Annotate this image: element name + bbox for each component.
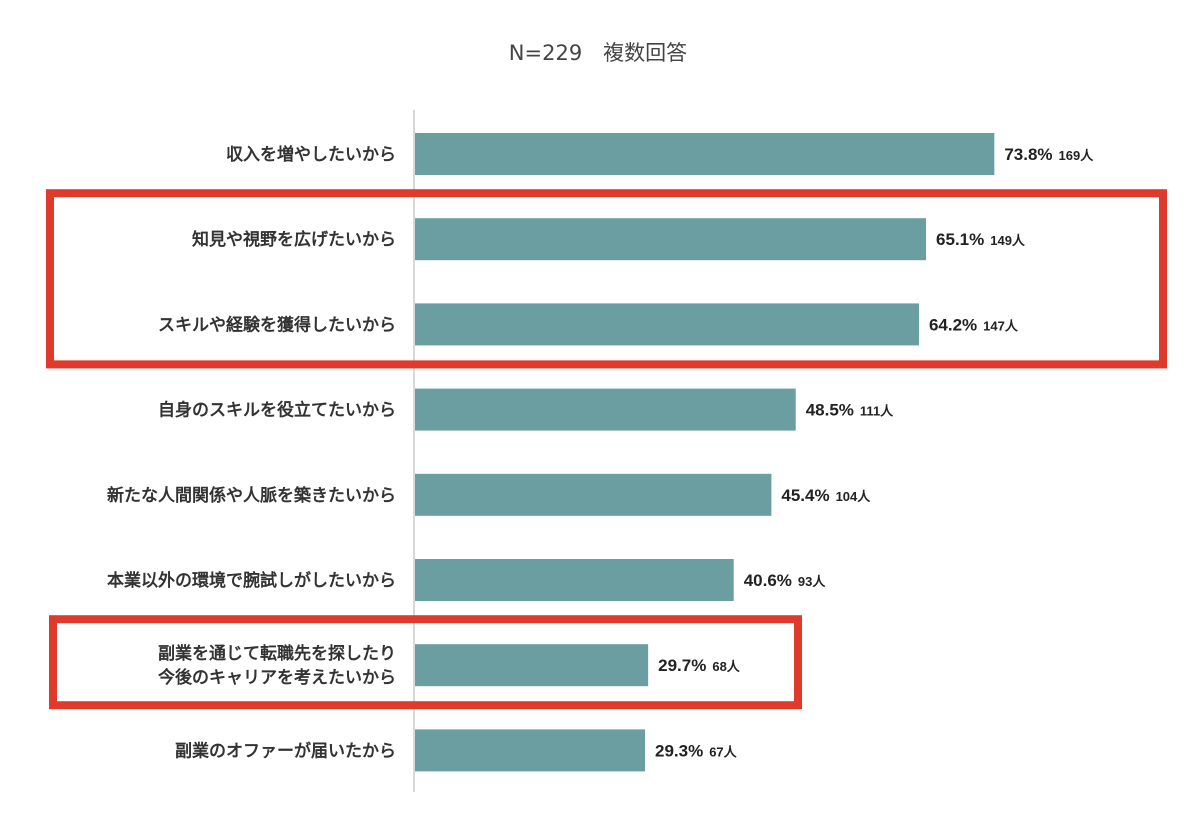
bar-7	[415, 729, 646, 772]
count-label-3: 111人	[860, 404, 894, 419]
category-label-0: 収入を増やしたいから	[226, 144, 396, 165]
count-label-4: 104人	[836, 489, 872, 504]
percent-label-1: 65.1%	[936, 230, 984, 249]
bar-0	[415, 133, 995, 175]
value-label-3: 48.5% 111人	[806, 401, 894, 420]
value-label-5: 40.6% 93人	[744, 571, 827, 590]
count-label-6: 68人	[712, 659, 740, 674]
bar-3	[415, 388, 796, 431]
category-label-4: 新たな人間関係や人脈を築きたいから	[107, 485, 396, 506]
category-label-6-line-0: 副業を通じて転職先を探したり	[158, 643, 396, 664]
bar-4	[415, 473, 772, 516]
count-label-7: 67人	[709, 744, 737, 759]
percent-label-5: 40.6%	[744, 571, 792, 590]
highlight-box-1	[49, 615, 802, 710]
value-label-1: 65.1% 149人	[936, 230, 1026, 249]
value-label-0: 73.8% 169人	[1004, 145, 1094, 164]
percent-label-6: 29.7%	[658, 656, 706, 675]
percent-label-7: 29.3%	[655, 741, 703, 760]
value-labels: 73.8% 169人 65.1% 149人 64.2% 147人 48.5% 111人 45.4…	[655, 145, 1094, 760]
value-label-4: 45.4% 104人	[781, 486, 871, 505]
chart-title: N=229 複数回答	[509, 41, 687, 65]
highlight-box-0	[46, 189, 1167, 369]
bars-group	[415, 133, 995, 772]
percent-label-4: 45.4%	[781, 486, 829, 505]
highlight-boxes	[46, 189, 1167, 710]
count-label-1: 149人	[990, 233, 1026, 248]
category-label-6-line-1: 今後のキャリアを考えたいから	[158, 667, 396, 688]
category-label-7: 副業のオファーが届いたから	[175, 740, 396, 761]
category-label-2: スキルや経験を獲得したいから	[158, 314, 396, 335]
category-label-5: 本業以外の環境で腕試しがしたいから	[107, 570, 396, 591]
count-label-5: 93人	[798, 574, 826, 589]
bar-2	[415, 303, 919, 346]
count-label-2: 147人	[983, 318, 1019, 333]
count-label-0: 169人	[1059, 148, 1095, 163]
bar-5	[415, 559, 734, 601]
percent-label-3: 48.5%	[806, 401, 854, 420]
category-label-1: 知見や視野を広げたいから	[191, 229, 396, 250]
percent-label-2: 64.2%	[929, 315, 977, 334]
category-label-3: 自身のスキルを役立てたいから	[158, 400, 396, 421]
value-label-7: 29.3% 67人	[655, 741, 738, 760]
value-label-6: 29.7% 68人	[658, 656, 741, 675]
bar-1	[415, 218, 927, 261]
percent-label-0: 73.8%	[1004, 145, 1052, 164]
category-labels: 収入を増やしたいから知見や視野を広げたいからスキルや経験を獲得したいから自身のス…	[107, 144, 396, 761]
bar-6	[415, 644, 649, 687]
value-label-2: 64.2% 147人	[929, 315, 1019, 334]
